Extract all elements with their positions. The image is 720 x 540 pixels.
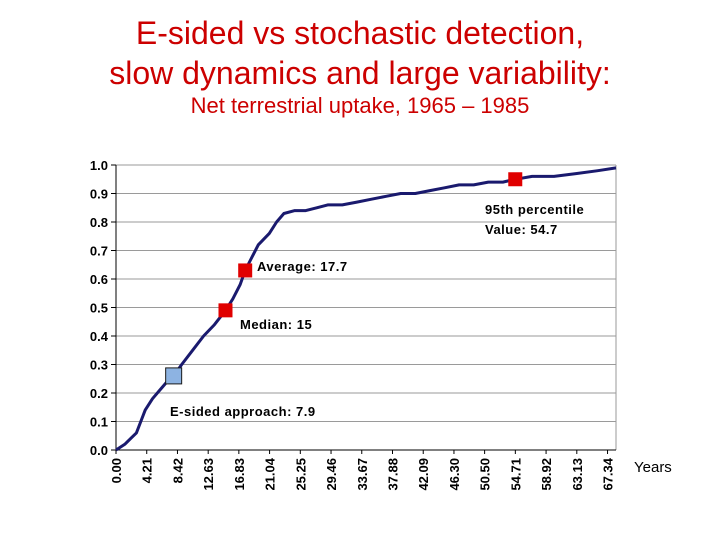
- label-median: Median: 15: [240, 317, 312, 332]
- y-tick-label: 0.9: [90, 187, 108, 202]
- x-tick-labels: 0.00 4.21 8.42 12.63 16.83 21.04 25.25 29.46 33.…: [109, 457, 672, 490]
- label-e-sided: E-sided approach: 7.9: [170, 404, 316, 419]
- marker-95th-percentile: [508, 172, 523, 187]
- x-tick-label: 12.63: [201, 458, 216, 491]
- x-tick-label: 58.92: [539, 458, 554, 491]
- x-tick-label: 63.13: [570, 458, 585, 491]
- marker-layer: [165, 172, 523, 385]
- y-tick-label: 0.8: [90, 215, 108, 230]
- y-tick-label: 0.7: [90, 244, 108, 259]
- x-tick-label: 54.71: [508, 458, 523, 491]
- axis-layer: [111, 164, 616, 454]
- y-tick-label: 0.3: [90, 358, 108, 373]
- label-95th-line-2: Value: 54.7: [485, 222, 558, 237]
- y-tick-label: 0.2: [90, 386, 108, 401]
- y-tick-label: 0.4: [90, 329, 109, 344]
- marker-average: [238, 263, 253, 278]
- x-tick-label: 37.88: [385, 458, 400, 491]
- label-average: Average: 17.7: [257, 259, 348, 274]
- x-tick-label: 4.21: [140, 458, 155, 483]
- x-tick-label: 29.46: [324, 458, 339, 491]
- chart-subtitle: Net terrestrial uptake, 1965 – 1985: [190, 93, 530, 118]
- x-tick-label: 50.50: [478, 458, 493, 491]
- marker-e-sided: [165, 367, 183, 385]
- series-layer: [115, 166, 617, 452]
- x-tick-label: 0.00: [109, 458, 124, 483]
- annotation-layer: E-sided approach: 7.9 Median: 15 Average: …: [170, 202, 584, 419]
- x-tick-label: 8.42: [170, 458, 185, 483]
- x-axis-title: Years: [634, 459, 672, 476]
- x-tick-label: 46.30: [447, 458, 462, 491]
- x-tick-label: 42.09: [416, 458, 431, 491]
- x-tick-label: 67.34: [601, 457, 616, 490]
- x-tick-label: 33.67: [355, 458, 370, 491]
- series-line: [115, 166, 617, 452]
- y-tick-labels: 0.0 0.1 0.2 0.3 0.4 0.5 0.6 0.7 0.8 0.9 1.0: [90, 158, 109, 458]
- label-95th-line-1: 95th percentile: [485, 202, 584, 217]
- grid-layer: [116, 164, 617, 451]
- y-tick-label: 1.0: [90, 158, 108, 173]
- marker-median: [218, 303, 233, 318]
- title-line-1: E-sided vs stochastic detection,: [135, 15, 585, 51]
- y-tick-label: 0.1: [90, 415, 108, 430]
- y-tick-label: 0.5: [90, 301, 108, 316]
- x-tick-label: 25.25: [293, 458, 308, 491]
- title-line-2: slow dynamics and large variability:: [109, 55, 611, 91]
- x-tick-label: 16.83: [232, 458, 247, 491]
- y-tick-label: 0.0: [90, 443, 108, 458]
- y-tick-label: 0.6: [90, 272, 108, 287]
- x-tick-label: 21.04: [263, 457, 278, 490]
